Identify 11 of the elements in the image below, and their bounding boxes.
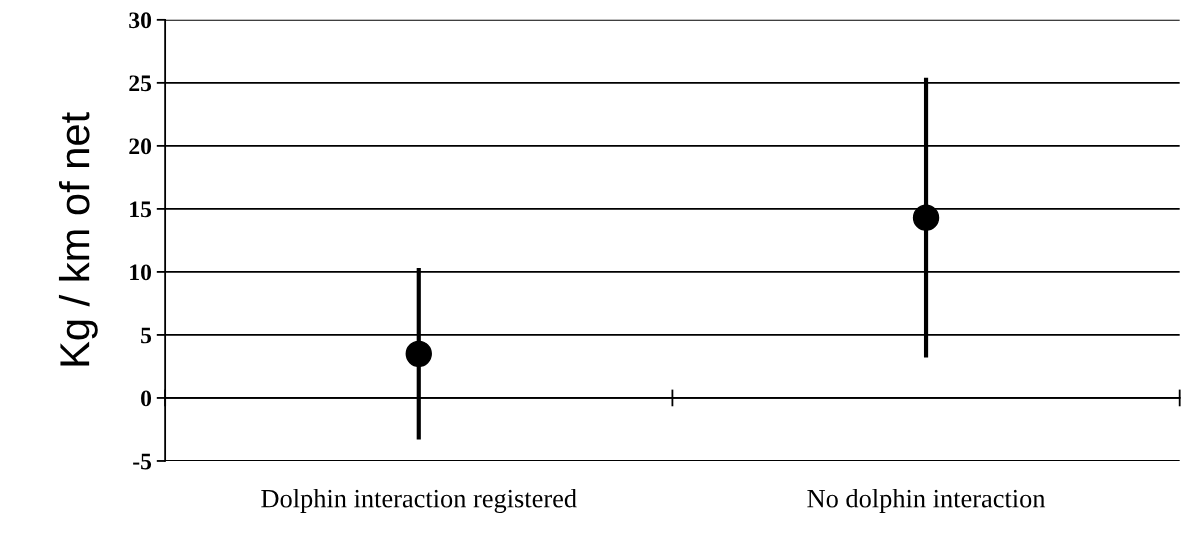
y-axis-title: Kg / km of net: [58, 112, 98, 366]
y-tick-label: 10: [130, 264, 152, 281]
x-tick-label: Dolphin interaction registered: [261, 488, 577, 513]
y-tick-label: 30: [129, 12, 152, 29]
x-tick-label: No dolphin interaction: [807, 488, 1046, 513]
y-tick-label: 5: [141, 327, 152, 344]
y-tick-label: 0: [141, 390, 152, 407]
y-tick-label: 15: [130, 201, 152, 218]
y-tick-label: 25: [129, 75, 152, 92]
y-tick-label: -5: [133, 453, 152, 470]
y-tick-label: 20: [129, 138, 152, 155]
